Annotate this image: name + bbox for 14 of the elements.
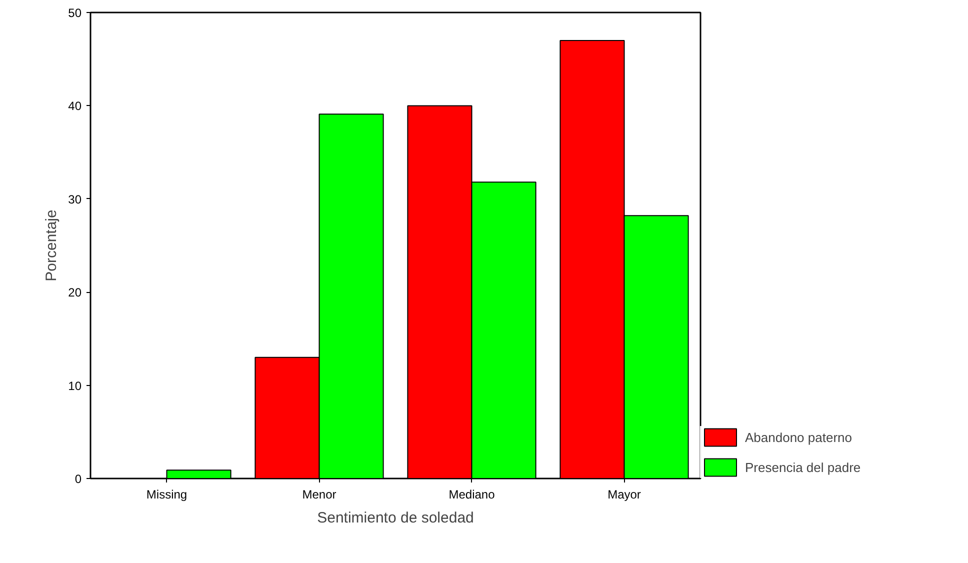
legend-label: Abandono paterno [745, 430, 852, 444]
legend-label: Presencia del padre [745, 460, 861, 474]
x-tick-label: Missing [146, 488, 188, 502]
y-tick-label: 40 [68, 99, 82, 114]
x-tick-label: Menor [302, 488, 336, 502]
y-tick-label: 20 [68, 286, 82, 300]
x-tick-label: Mayor [608, 488, 641, 502]
x-tick-label: Mediano [448, 488, 496, 502]
y-tick-label: 0 [74, 472, 82, 486]
x-axis-title: Sentimiento de soledad [317, 510, 474, 526]
y-axis-title: Porcentaje [43, 210, 60, 282]
y-tick-label: 10 [68, 378, 82, 393]
y-tick-label: 50 [68, 6, 82, 20]
y-tick-label: 30 [68, 192, 82, 206]
